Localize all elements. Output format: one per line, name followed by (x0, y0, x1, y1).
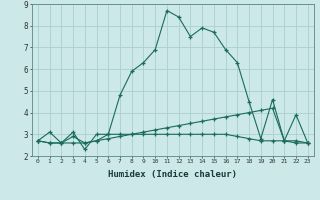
X-axis label: Humidex (Indice chaleur): Humidex (Indice chaleur) (108, 170, 237, 179)
